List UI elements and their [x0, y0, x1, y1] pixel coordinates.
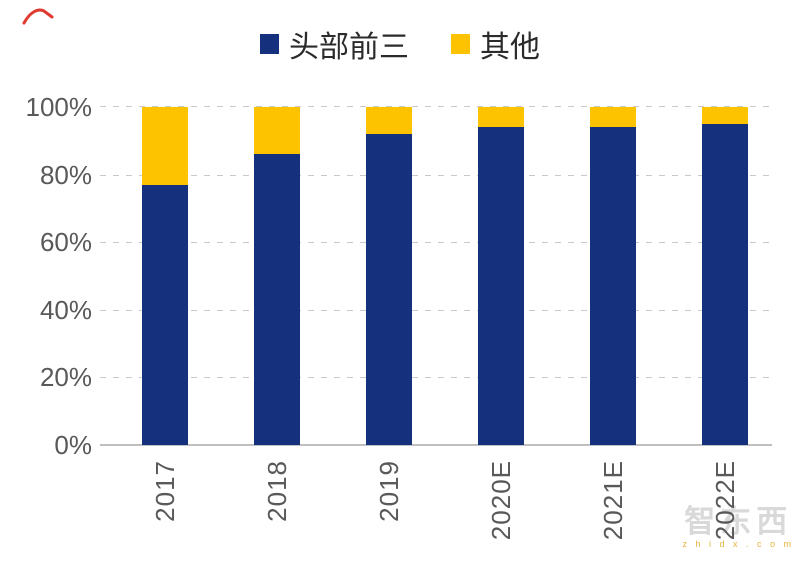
gridline-100: [100, 106, 772, 107]
x-axis-label-2022E: 2022E: [710, 460, 740, 541]
legend-label-other: 其他: [480, 30, 540, 65]
legend-item-top3: 头部前三: [260, 22, 409, 66]
legend-swatch-top3: [260, 34, 279, 54]
segment-top3-2020E: [478, 127, 524, 445]
y-axis-label-100: 100%: [25, 92, 93, 122]
legend-swatch-other: [451, 34, 470, 54]
segment-top3-2018: [254, 154, 300, 445]
segment-other-2022E: [702, 107, 748, 124]
x-axis-label-2020E: 2020E: [486, 460, 516, 541]
plot-area: [107, 107, 772, 445]
bar-2021E: [590, 107, 636, 445]
y-axis-label-0: 0%: [54, 430, 92, 460]
y-axis-label-80: 80%: [39, 160, 92, 190]
segment-other-2017: [142, 107, 188, 185]
gridline-60: [100, 242, 772, 243]
watermark-logo-text: 智东西: [684, 504, 793, 540]
y-axis-label-20: 20%: [39, 362, 92, 392]
segment-top3-2019: [366, 134, 412, 445]
bar-2018: [254, 107, 300, 445]
x-axis-label-2018: 2018: [262, 460, 292, 522]
bar-2020E: [478, 107, 524, 445]
segment-top3-2017: [142, 184, 188, 445]
segment-other-2018: [254, 107, 300, 155]
x-axis-label-2017: 2017: [150, 460, 180, 522]
segment-other-2020E: [478, 107, 524, 128]
x-axis-line: [100, 444, 772, 446]
legend-label-top3: 头部前三: [289, 30, 409, 65]
x-axis-label-2019: 2019: [374, 460, 404, 522]
legend-item-other: 其他: [451, 22, 540, 66]
watermark-site-text: z h i d x . c o m: [682, 539, 794, 549]
gridline-40: [100, 310, 772, 311]
gridline-20: [100, 377, 772, 378]
segment-top3-2022E: [702, 123, 748, 445]
watermark-zhidx: 智东西 z h i d x . c o m: [682, 506, 794, 549]
segment-top3-2021E: [590, 127, 636, 445]
y-axis-label-40: 40%: [39, 295, 92, 325]
x-axis-label-2021E: 2021E: [598, 460, 628, 541]
bar-2017: [142, 107, 188, 445]
y-axis-label-60: 60%: [39, 227, 92, 257]
chart-legend: 头部前三 其他: [0, 22, 800, 66]
bar-2022E: [702, 107, 748, 445]
bar-2019: [366, 107, 412, 445]
segment-other-2021E: [590, 107, 636, 128]
gridline-80: [100, 175, 772, 176]
segment-other-2019: [366, 107, 412, 135]
red-pen-mark-icon: [22, 8, 54, 25]
